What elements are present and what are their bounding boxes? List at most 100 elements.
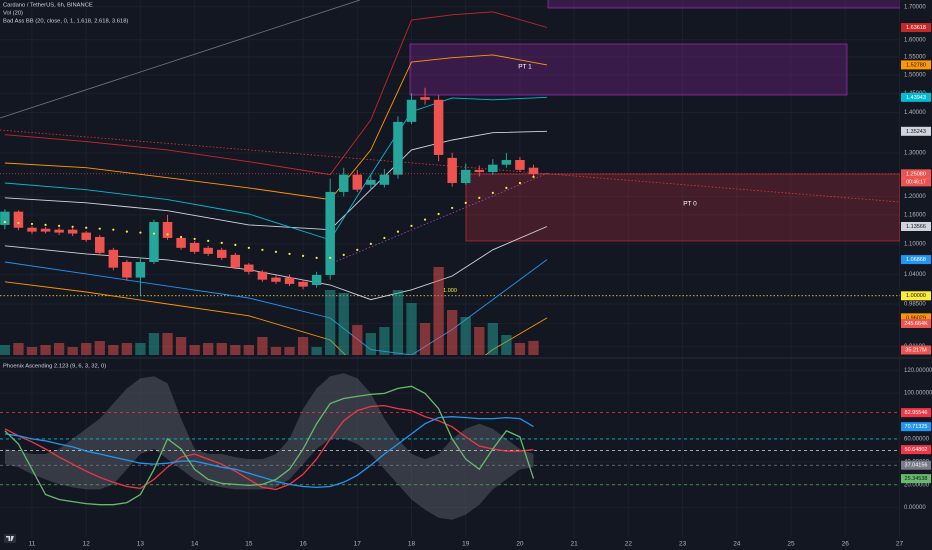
basis-dot: [207, 239, 210, 242]
price-tag: [901, 255, 931, 265]
trend-line: [329, 172, 549, 265]
x-tick-label: 26: [842, 541, 850, 548]
annotation: PT 0: [683, 201, 697, 208]
candle-body: [162, 222, 173, 238]
price-tags: 1.00000 1.35243 1.13566 1.43943 1.06868 1.527…: [901, 23, 931, 484]
basis-dot: [30, 222, 34, 226]
candle-body: [433, 99, 444, 155]
volume-bar: [297, 337, 309, 355]
candle-body: [149, 222, 159, 262]
candle-body: [0, 211, 10, 225]
basis-dot: [423, 218, 427, 221]
volume-bar: [13, 343, 24, 355]
volume-bar: [40, 345, 51, 355]
x-tick-label: 19: [462, 541, 470, 548]
band-line: [4, 11, 548, 176]
band-line: [4, 130, 548, 231]
basis-dot: [152, 232, 156, 235]
candle-body: [230, 254, 241, 268]
price-tag-label: 1.43943: [906, 95, 926, 101]
price-tag-label: 1.63618: [906, 25, 926, 31]
price-tag: [901, 23, 931, 33]
oscillator-line: [4, 385, 535, 506]
price-tag-label: 50.64802: [905, 447, 928, 453]
candle-body: [189, 242, 200, 252]
band-line: [4, 281, 548, 355]
basis-dot: [478, 196, 481, 199]
candle-body: [27, 227, 37, 232]
x-tick-label: 11: [29, 541, 36, 548]
volume-bar: [230, 345, 241, 355]
basis-dot: [85, 226, 88, 229]
x-tick-label: 16: [299, 541, 307, 548]
target-box: [409, 43, 848, 96]
band-line: [4, 226, 548, 301]
trend-line: [0, 0, 361, 119]
study-title[interactable]: Vol (20): [3, 11, 23, 17]
price-tag: [901, 408, 931, 418]
basis-dot: [57, 224, 61, 227]
price-tag: [901, 60, 931, 70]
price-tag: [901, 126, 931, 136]
candle-body: [217, 249, 227, 258]
symbol-title[interactable]: Cardano / TetherUS, 6h, BINANCE: [3, 3, 93, 9]
logo[interactable]: [4, 534, 16, 543]
price-tag-label: 37.04156: [905, 463, 928, 469]
candle-body: [528, 167, 539, 174]
basis-dot: [166, 233, 169, 236]
price-tag-label: 1.35243: [906, 129, 926, 135]
x-tick-label: 24: [733, 541, 741, 548]
volume-tag: 245.664K: [904, 321, 928, 327]
countdown: 00:46:17: [906, 180, 926, 186]
volume-bar: [433, 267, 444, 355]
volume-bar: [216, 343, 227, 355]
candle-body: [474, 169, 485, 173]
basis-dot: [329, 256, 332, 260]
volume-bar: [67, 347, 78, 355]
volume-bar: [270, 347, 282, 355]
basis-dot: [261, 248, 264, 251]
y-tick-label: 1.20000: [904, 194, 926, 200]
volume-bar: [325, 290, 336, 355]
candle-body: [13, 211, 24, 228]
price-tag-label: 82.95546: [905, 410, 928, 416]
candle-body: [284, 277, 295, 284]
candle-body: [488, 164, 498, 173]
basis-dot: [247, 246, 250, 249]
price-tag-label: 1.00000: [906, 293, 926, 299]
basis-dot: [383, 236, 386, 240]
basis-dot: [288, 252, 291, 255]
volume-bar: [203, 343, 214, 355]
candle-body: [176, 237, 186, 248]
basis-dot: [410, 224, 413, 227]
candle-body: [108, 249, 119, 268]
basis-dot: [125, 230, 128, 233]
candle-body: [311, 274, 322, 285]
volume-bar: [162, 333, 173, 355]
volume-bar: [528, 340, 539, 355]
volume-bar: [447, 310, 458, 355]
band-line: [4, 96, 548, 241]
study-title[interactable]: Bad Ass BB (20, close, 0, 1, 1.618, 2.61…: [3, 19, 128, 25]
candle-body: [406, 99, 417, 122]
price-tag: [901, 291, 931, 301]
y-tick-label: 1.04000: [904, 272, 926, 278]
price-tag-label: 25.34538: [905, 476, 928, 482]
countdown-bg: [901, 178, 931, 187]
target-box: [547, 0, 900, 9]
basis-dot: [17, 221, 20, 225]
price-tag: [901, 313, 931, 323]
volume-bar: [419, 323, 431, 355]
x-tick-label: 12: [83, 541, 91, 548]
y-tick-label: 1.55000: [904, 55, 926, 61]
basis-dot: [505, 186, 508, 189]
candle-body: [81, 232, 91, 240]
y-tick-label: 1.70000: [904, 4, 926, 10]
candle-body: [67, 229, 78, 234]
basis-dot: [396, 230, 400, 233]
volume-bar: [135, 343, 146, 355]
study-title[interactable]: Phoenix Ascending 2.123 (9, 6, 3, 32, 0): [3, 364, 106, 370]
y-tick-label: 0.98500: [904, 302, 926, 308]
basis-dot: [532, 175, 535, 178]
price-tag: [901, 460, 931, 470]
